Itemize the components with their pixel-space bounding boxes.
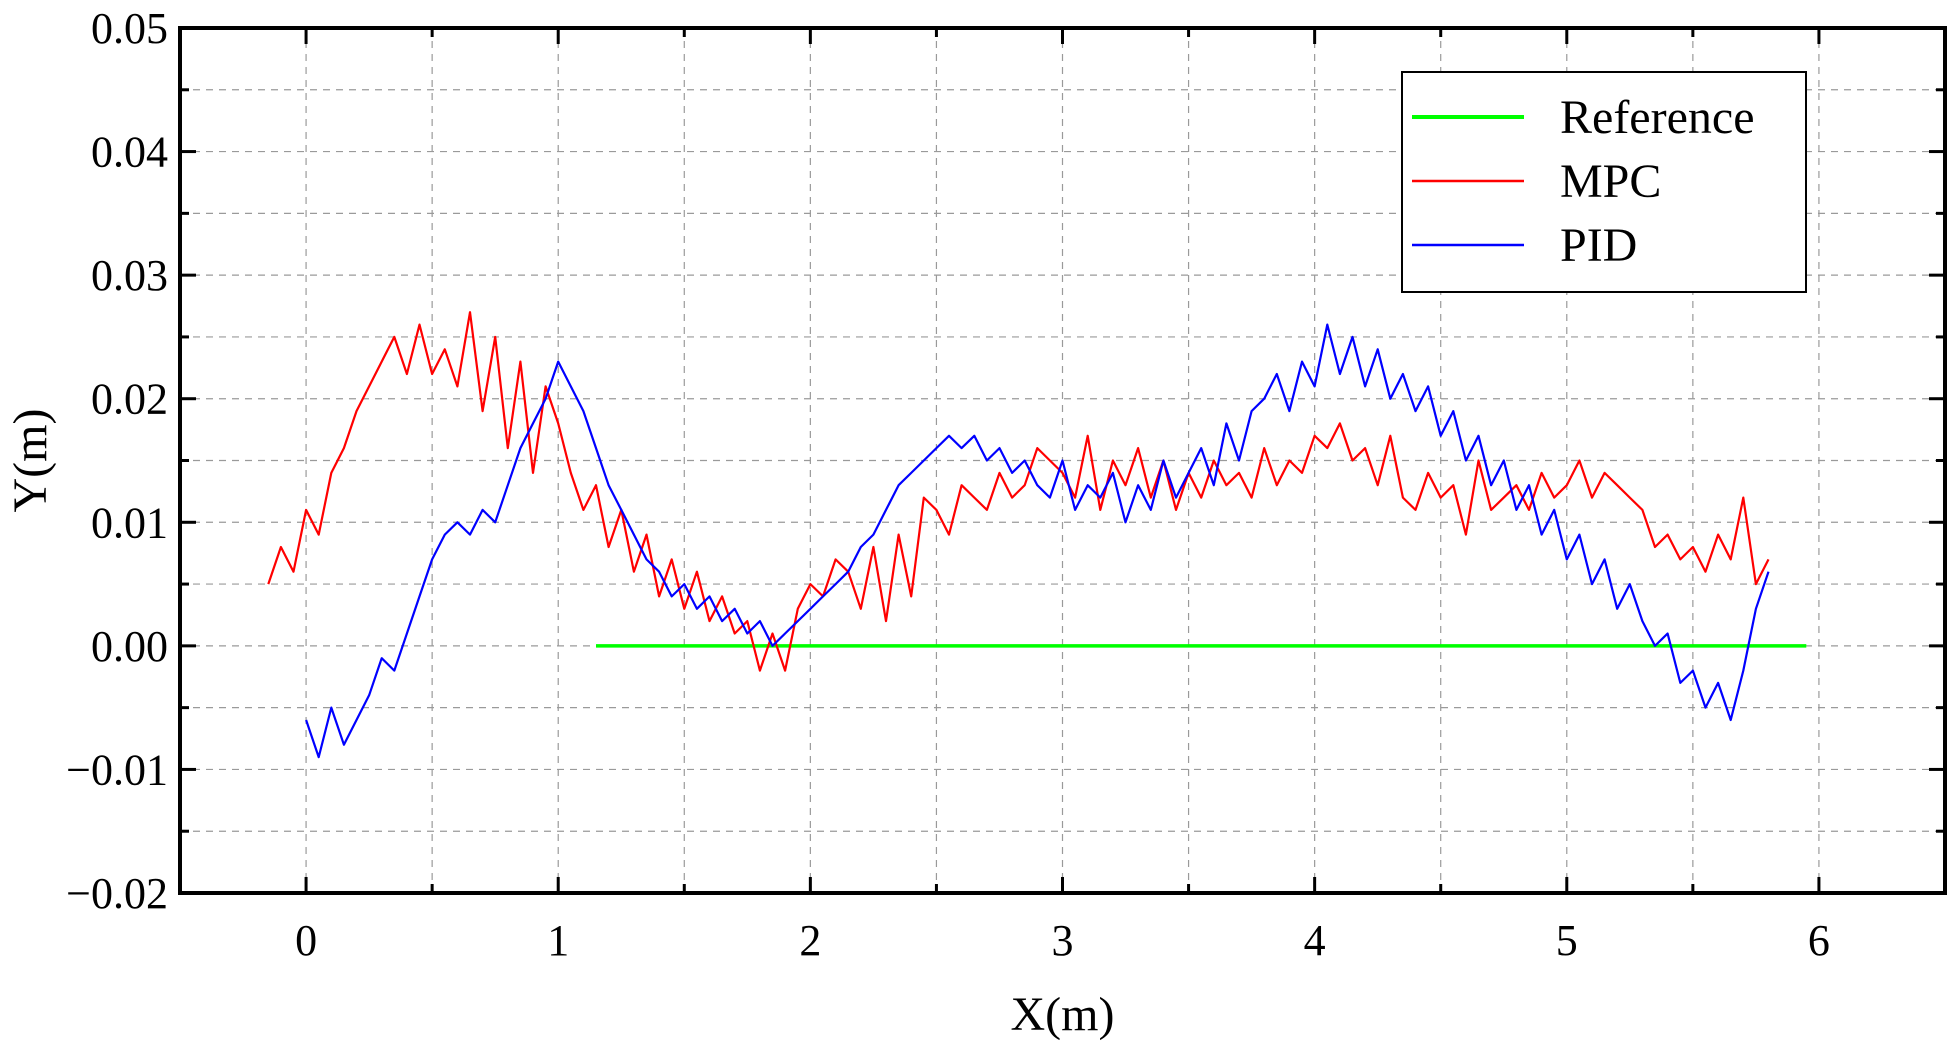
x-axis-title: X(m) xyxy=(1011,988,1115,1041)
x-tick-label: 2 xyxy=(799,916,821,965)
y-tick-label: −0.01 xyxy=(66,745,168,794)
y-tick-label: 0.01 xyxy=(91,498,168,547)
legend-label-mpc: MPC xyxy=(1560,155,1661,208)
legend-label-reference: Reference xyxy=(1560,91,1755,144)
x-tick-label: 5 xyxy=(1556,916,1578,965)
tick-label-layer: 0 1 2 3 4 5 6 −0.02 −0.01 0.00 0.01 0.02 0.03 0.04 0.0… xyxy=(66,4,1830,965)
x-tick-label: 0 xyxy=(295,916,317,965)
x-tick-label: 6 xyxy=(1808,916,1830,965)
y-tick-label: 0.05 xyxy=(91,4,168,53)
y-tick-label: 0.02 xyxy=(91,375,168,424)
legend-label-pid: PID xyxy=(1560,219,1637,272)
legend: Reference MPC PID xyxy=(1401,71,1807,293)
y-tick-label: 0.04 xyxy=(91,128,168,177)
series-line-mpc xyxy=(267,311,1770,672)
tick-layer xyxy=(178,26,1947,895)
y-axis-title: Y(m) xyxy=(4,409,57,513)
y-tick-label: −0.02 xyxy=(66,869,168,918)
y-tick-label: 0.03 xyxy=(91,251,168,300)
x-tick-label: 4 xyxy=(1304,916,1326,965)
series-line-pid xyxy=(305,323,1770,759)
y-tick-label: 0.00 xyxy=(91,622,168,671)
series-layer xyxy=(267,311,1807,759)
x-tick-label: 1 xyxy=(547,916,569,965)
x-tick-label: 3 xyxy=(1052,916,1074,965)
